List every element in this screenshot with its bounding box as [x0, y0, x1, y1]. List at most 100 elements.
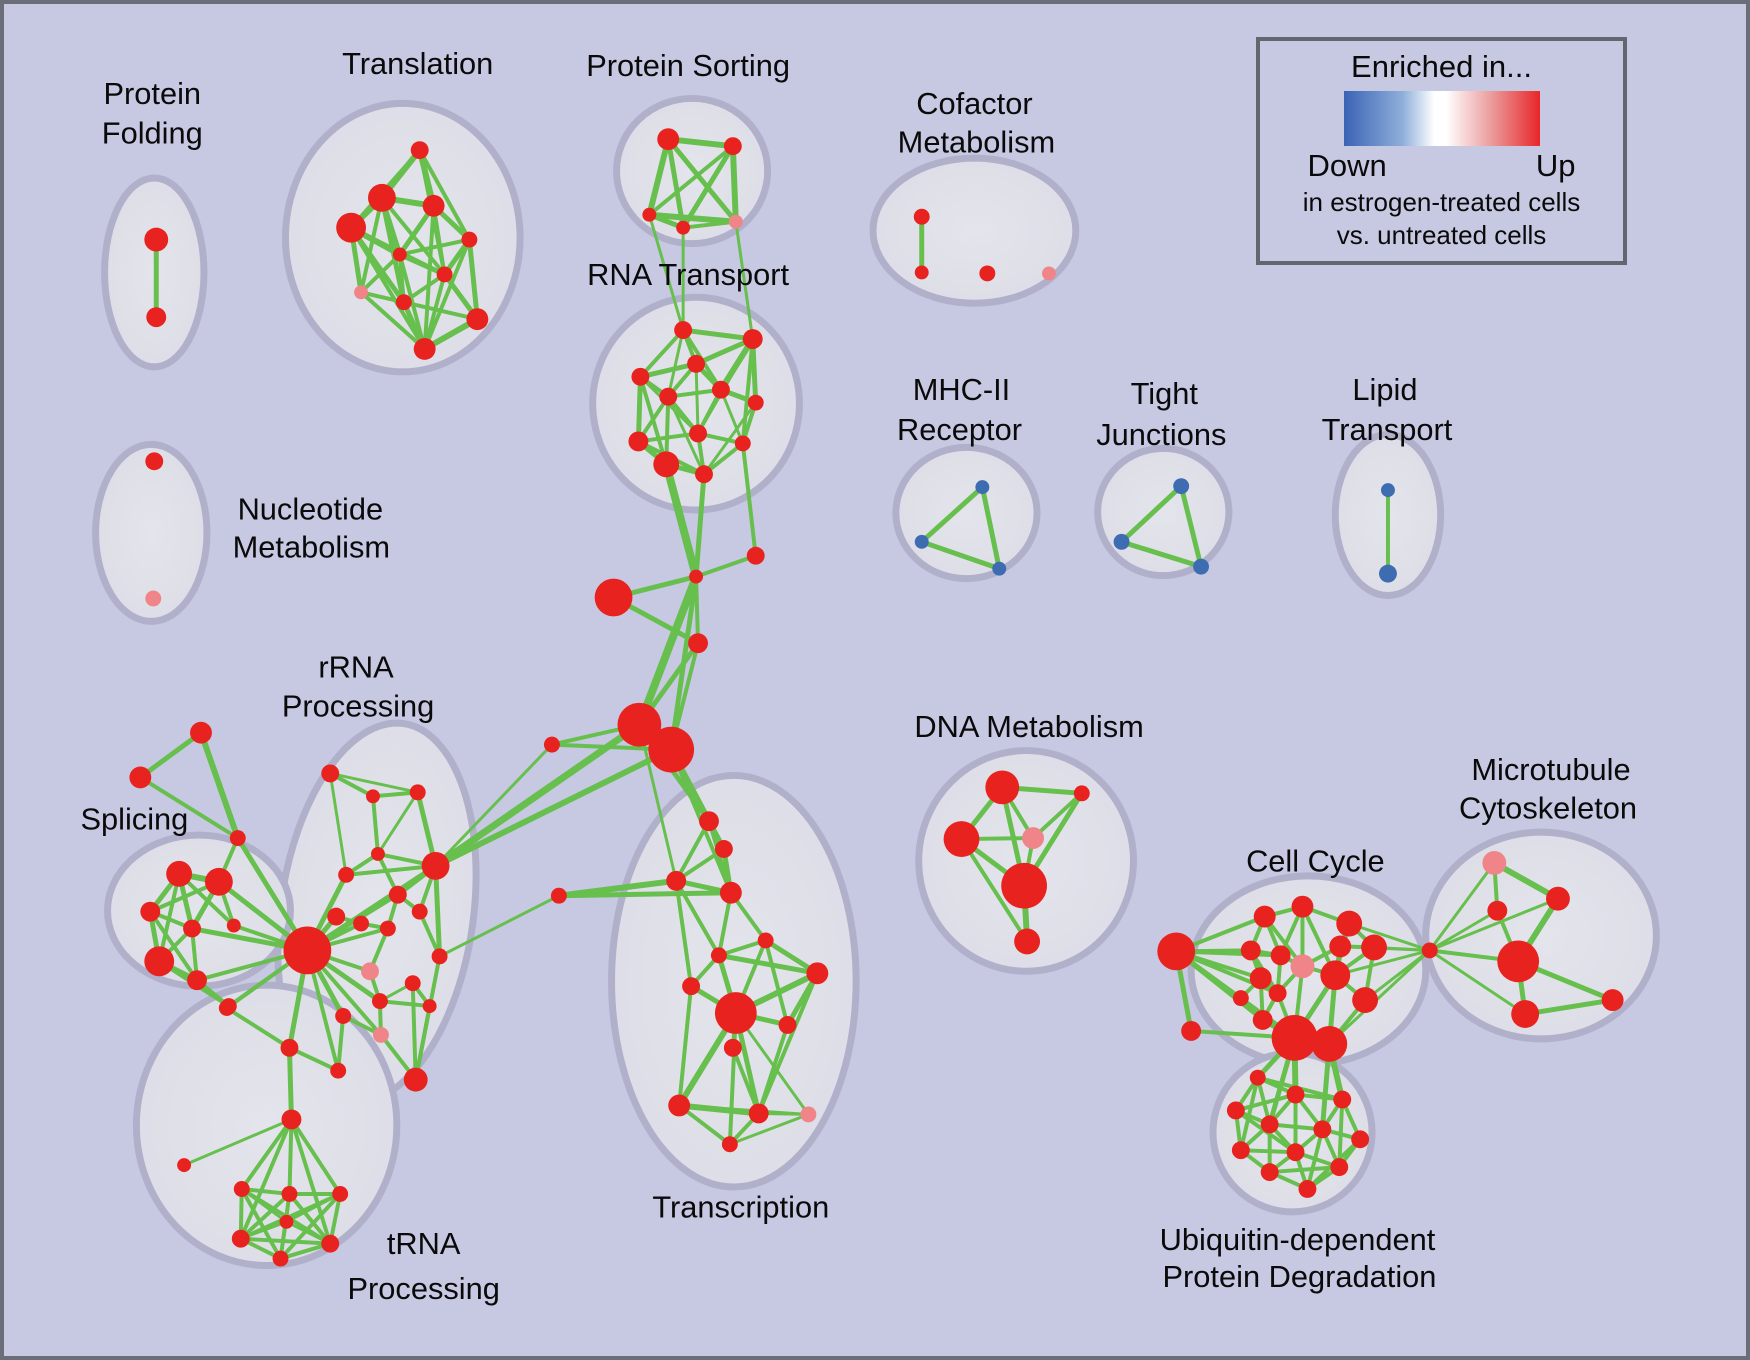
- node-trna-92[interactable]: [272, 1250, 289, 1267]
- node-cc-133[interactable]: [1352, 987, 1379, 1014]
- node-spl-51[interactable]: [190, 721, 212, 744]
- network-edge[interactable]: [719, 388, 745, 445]
- network-edge[interactable]: [377, 999, 432, 1009]
- node-tr-12[interactable]: [413, 338, 436, 360]
- node-rrna-79[interactable]: [335, 1008, 352, 1024]
- network-edge[interactable]: [422, 237, 472, 351]
- network-edge[interactable]: [647, 213, 685, 332]
- network-edge[interactable]: [1333, 948, 1432, 977]
- node-spl-57[interactable]: [183, 919, 201, 938]
- node-tr-8[interactable]: [436, 266, 453, 283]
- network-edge[interactable]: [289, 1117, 343, 1196]
- network-edge[interactable]: [646, 136, 672, 218]
- node-tx-98[interactable]: [550, 887, 567, 904]
- node-rt-28[interactable]: [747, 394, 764, 411]
- node-cc-130[interactable]: [1181, 1020, 1202, 1041]
- network-edge[interactable]: [646, 211, 739, 225]
- node-rt-25[interactable]: [631, 367, 650, 386]
- network-edge[interactable]: [287, 1191, 333, 1246]
- network-edge[interactable]: [239, 1187, 283, 1261]
- network-edge[interactable]: [287, 1045, 341, 1073]
- network-edge[interactable]: [662, 460, 701, 581]
- network-edge[interactable]: [370, 794, 380, 856]
- node-lt-40[interactable]: [1381, 483, 1395, 498]
- network-edge[interactable]: [401, 272, 447, 305]
- network-edge[interactable]: [730, 1045, 761, 1116]
- node-rrna-82[interactable]: [330, 1062, 347, 1079]
- network-edge[interactable]: [397, 237, 472, 257]
- node-rt-24[interactable]: [687, 354, 706, 373]
- node-nm-43[interactable]: [145, 590, 162, 607]
- node-rt-29[interactable]: [689, 424, 707, 443]
- node-cc-128[interactable]: [1268, 984, 1287, 1003]
- node-tx-106[interactable]: [668, 1094, 691, 1117]
- node-spl-56[interactable]: [140, 901, 161, 922]
- network-edge[interactable]: [397, 252, 427, 351]
- node-cc-123[interactable]: [1270, 945, 1291, 966]
- node-cc-117[interactable]: [1253, 905, 1276, 928]
- node-mhc-34[interactable]: [975, 480, 990, 495]
- network-edge[interactable]: [694, 574, 701, 646]
- network-edge[interactable]: [979, 484, 1002, 572]
- network-edge[interactable]: [238, 1117, 294, 1241]
- network-edge[interactable]: [1267, 1165, 1342, 1175]
- node-trna-85[interactable]: [281, 1109, 302, 1130]
- node-tx-108[interactable]: [800, 1106, 817, 1123]
- node-rrna-67[interactable]: [421, 851, 450, 880]
- node-cc-120[interactable]: [1361, 934, 1387, 961]
- node-tx-105[interactable]: [723, 1038, 742, 1057]
- network-edge[interactable]: [665, 136, 686, 231]
- node-cm-18[interactable]: [913, 208, 930, 225]
- network-edge[interactable]: [693, 336, 756, 367]
- node-rrna-71[interactable]: [353, 915, 369, 932]
- node-lt-41[interactable]: [1379, 564, 1397, 583]
- node-trna-91[interactable]: [321, 1234, 340, 1253]
- network-edge[interactable]: [756, 971, 820, 1116]
- node-tx-104[interactable]: [778, 1016, 797, 1034]
- node-ps-15[interactable]: [642, 207, 657, 222]
- network-edge[interactable]: [417, 148, 472, 242]
- node-tr-6[interactable]: [461, 231, 478, 248]
- network-edge[interactable]: [1327, 948, 1432, 1046]
- network-edge[interactable]: [198, 729, 241, 842]
- node-tj-38[interactable]: [1113, 533, 1130, 550]
- node-trna-93[interactable]: [279, 1214, 294, 1229]
- network-edge[interactable]: [756, 1022, 790, 1116]
- network-edge[interactable]: [1119, 483, 1184, 545]
- network-edge[interactable]: [1428, 861, 1496, 952]
- node-cc-121[interactable]: [1329, 935, 1352, 958]
- node-spl-60[interactable]: [187, 970, 207, 991]
- node-tx-95[interactable]: [714, 840, 733, 858]
- node-rrna-69[interactable]: [411, 903, 428, 920]
- node-dna-110[interactable]: [985, 770, 1020, 805]
- node-dna-112[interactable]: [943, 821, 980, 857]
- node-cc-118[interactable]: [1291, 895, 1314, 918]
- network-edge[interactable]: [763, 938, 790, 1027]
- node-trna-88[interactable]: [281, 1186, 298, 1202]
- node-ub-147[interactable]: [1351, 1130, 1370, 1149]
- node-rrna-84[interactable]: [280, 1038, 299, 1057]
- network-edge[interactable]: [674, 819, 711, 883]
- node-hub-44[interactable]: [746, 546, 765, 565]
- node-tx-103[interactable]: [714, 992, 757, 1034]
- node-cc-122[interactable]: [1240, 940, 1261, 961]
- node-cc-124[interactable]: [1290, 954, 1315, 979]
- node-dna-113[interactable]: [1022, 827, 1044, 849]
- network-edge[interactable]: [401, 300, 480, 322]
- network-edge[interactable]: [729, 143, 739, 225]
- node-tx-100[interactable]: [757, 932, 774, 949]
- node-tr-7[interactable]: [392, 247, 407, 262]
- node-rrna-70[interactable]: [327, 907, 346, 926]
- node-ps-17[interactable]: [728, 214, 743, 229]
- network-edge[interactable]: [734, 220, 755, 341]
- node-rt-27[interactable]: [711, 380, 730, 399]
- node-mt-135[interactable]: [1482, 850, 1507, 875]
- node-tx-96[interactable]: [666, 870, 687, 891]
- node-rrna-75[interactable]: [404, 975, 421, 992]
- node-tr-2[interactable]: [410, 141, 429, 160]
- node-mt-139[interactable]: [1511, 1000, 1540, 1028]
- node-ub-152[interactable]: [1298, 1180, 1317, 1198]
- node-pf-1[interactable]: [146, 307, 167, 328]
- network-edge[interactable]: [359, 195, 384, 295]
- network-edge[interactable]: [716, 952, 820, 976]
